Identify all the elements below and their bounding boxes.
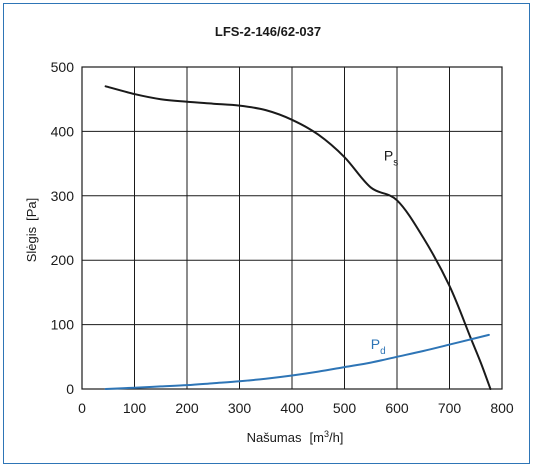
- x-axis-unit-close: /h]: [329, 430, 343, 445]
- y-axis-name: Slėgis: [24, 226, 39, 262]
- x-axis-unit-open: [m: [309, 430, 323, 445]
- series-label-Pd: Pd: [371, 336, 386, 357]
- grid: [81, 66, 503, 390]
- x-axis-label: Našumas [m3/h]: [247, 429, 344, 445]
- x-tick-label-2: 200: [175, 400, 199, 416]
- chart-frame: [3, 3, 530, 464]
- x-ticks: 0 100 200 300 400 500 600 700 800: [78, 400, 514, 416]
- x-tick-label-8: 800: [490, 400, 514, 416]
- x-tick-label-7: 700: [438, 400, 462, 416]
- y-tick-label-5: 500: [51, 59, 75, 75]
- x-tick-label-0: 0: [78, 400, 86, 416]
- series-labels: Ps Pd: [371, 147, 398, 357]
- x-tick-label-5: 500: [333, 400, 357, 416]
- x-axis-name: Našumas: [247, 430, 302, 445]
- y-tick-label-3: 300: [51, 188, 75, 204]
- x-tick-label-1: 100: [123, 400, 147, 416]
- x-tick-label-4: 400: [280, 400, 304, 416]
- y-tick-label-4: 400: [51, 123, 75, 139]
- plot-border: [81, 66, 503, 390]
- y-axis-label: Slėgis [Pa]: [24, 198, 39, 263]
- x-axis-unit-sup: 3: [324, 429, 329, 439]
- chart-title: LFS-2-146/62-037: [215, 24, 321, 39]
- y-axis-unit: [Pa]: [24, 198, 39, 221]
- series-line-Pd: [104, 333, 490, 390]
- y-tick-label-2: 200: [51, 252, 75, 268]
- series-line-Ps: [104, 85, 492, 390]
- x-tick-label-6: 600: [385, 400, 409, 416]
- y-tick-label-0: 0: [66, 381, 74, 397]
- x-tick-label-3: 300: [228, 400, 252, 416]
- series-group: [104, 85, 492, 390]
- y-ticks: 0 100 200 300 400 500: [51, 59, 75, 397]
- series-label-Ps: Ps: [384, 147, 398, 168]
- y-tick-label-1: 100: [51, 317, 75, 333]
